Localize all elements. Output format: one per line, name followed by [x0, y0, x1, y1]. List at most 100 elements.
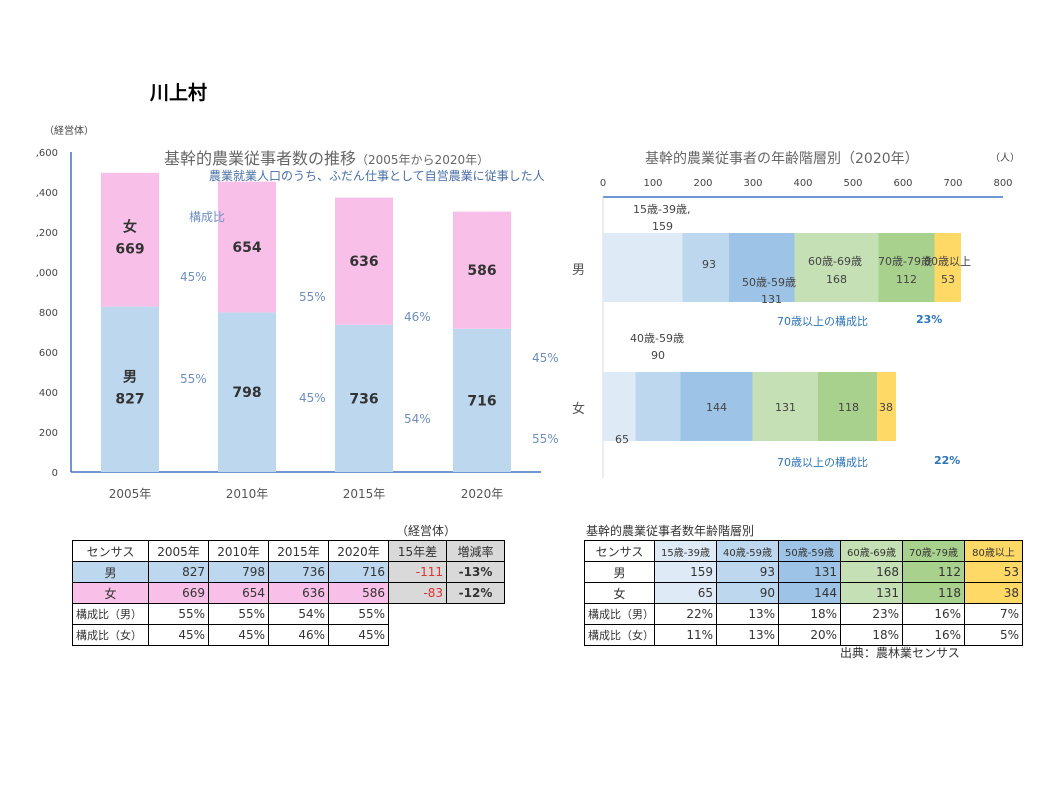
- row-label: 構成比（男）: [584, 603, 655, 625]
- table-header-row: センサス 2005年 2010年 2015年 2020年 15年差 増減率: [72, 540, 505, 562]
- cell: 18%: [778, 603, 841, 625]
- annotation-female-label: 70歳以上の構成比: [777, 456, 868, 469]
- cell: 13%: [716, 624, 779, 646]
- cell: 798: [208, 561, 269, 583]
- series-label: 男: [123, 369, 137, 385]
- label-m3: 60歳-69歳: [808, 255, 862, 268]
- data-label: 586: [467, 263, 496, 279]
- data-label: 636: [349, 254, 378, 270]
- share-male-2015: 54%: [404, 412, 431, 426]
- bar-male: [218, 312, 276, 472]
- header-cell: 70歳-79歳: [902, 540, 965, 562]
- header-cell: センサス: [72, 540, 149, 562]
- table-row: 男 159 93 131 168 112 53: [584, 561, 1023, 583]
- cell: 53: [964, 561, 1023, 583]
- value-m3: 168: [826, 273, 847, 286]
- table-row: 構成比（女） 11% 13% 20% 18% 16% 5%: [584, 624, 1023, 646]
- value-m5: 53: [941, 273, 955, 286]
- value-m4: 112: [896, 273, 917, 286]
- x-tick-label: 600: [893, 178, 912, 189]
- cell: 18%: [840, 624, 903, 646]
- label-f1: 40歳-59歳: [630, 332, 684, 345]
- cell: 131: [778, 561, 841, 583]
- share-male-2020: 55%: [532, 432, 559, 446]
- cell: 159: [654, 561, 717, 583]
- annotation-male-value: 23%: [916, 313, 943, 326]
- label-m2: 50歳-59歳: [742, 276, 796, 289]
- header-cell: 2015年: [268, 540, 329, 562]
- cell: 93: [716, 561, 779, 583]
- bar-segment: [934, 233, 961, 302]
- bar-segment: [682, 233, 729, 302]
- cell: 716: [328, 561, 389, 583]
- cell: 23%: [840, 603, 903, 625]
- bar-segment: [878, 233, 935, 302]
- chart1-title: 基幹的農業従事者数の推移（2005年から2020年）: [164, 145, 489, 169]
- share-female-2005: 45%: [180, 270, 207, 284]
- cell: 16%: [902, 624, 965, 646]
- bar-segment: [794, 233, 879, 302]
- row-label: 構成比（男）: [72, 603, 149, 625]
- x-tick-label: 400: [793, 178, 812, 189]
- empty-cell: [447, 604, 505, 625]
- bar-male: [335, 324, 393, 472]
- cell: 22%: [654, 603, 717, 625]
- y-tick-label: 400: [39, 388, 58, 399]
- chart2-unit: （人）: [990, 153, 1020, 164]
- cell: 55%: [148, 603, 209, 625]
- cell: 636: [268, 582, 329, 604]
- y-tick-label: 200: [39, 428, 58, 439]
- cell: 20%: [778, 624, 841, 646]
- cell: -13%: [446, 561, 505, 583]
- cell: 46%: [268, 624, 329, 646]
- cell: 90: [716, 582, 779, 604]
- cell: 654: [208, 582, 269, 604]
- row-label: 男: [584, 561, 655, 583]
- table1-unit: （経営体）: [396, 524, 457, 538]
- table-row: 構成比（男） 22% 13% 18% 23% 16% 7%: [584, 603, 1023, 625]
- cell: 7%: [964, 603, 1023, 625]
- bar-segment: [635, 372, 681, 441]
- bar-segment: [603, 233, 683, 302]
- bar-segment: [603, 372, 636, 441]
- value-m0: 159: [652, 220, 673, 233]
- chart1-title-suffix: （2005年から2020年）: [356, 153, 490, 167]
- x-tick-label: 500: [843, 178, 862, 189]
- header-cell: 増減率: [446, 540, 505, 562]
- y-tick-label: ,600: [36, 148, 58, 159]
- label-m4: 70歳-79歳: [878, 255, 932, 268]
- chart1-title-text: 基幹的農業従事者数の推移: [164, 149, 357, 168]
- table-row: 男 827 798 736 716 -111 -13%: [72, 561, 505, 583]
- cell: 13%: [716, 603, 779, 625]
- cell: 55%: [208, 603, 269, 625]
- y-tick-label: 600: [39, 348, 58, 359]
- value-f2: 144: [706, 401, 727, 414]
- share-female-2020: 45%: [532, 351, 559, 365]
- share-male-2005: 55%: [180, 372, 207, 386]
- table-row: 構成比（男） 55% 55% 54% 55%: [72, 603, 505, 625]
- category-male: 男: [572, 263, 586, 278]
- label-m0: 15歳-39歳,: [633, 203, 691, 216]
- header-cell: 50歳-59歳: [778, 540, 841, 562]
- header-cell: 15歳-39歳: [654, 540, 717, 562]
- bar-segment: [877, 372, 896, 441]
- header-cell: 2010年: [208, 540, 269, 562]
- x-tick-label: 2020年: [461, 487, 504, 501]
- cell: 11%: [654, 624, 717, 646]
- data-label: 827: [115, 391, 144, 407]
- bar-male: [453, 328, 511, 472]
- cell: -83: [388, 582, 447, 604]
- cell: 54%: [268, 603, 329, 625]
- x-tick-label: 2010年: [226, 487, 269, 501]
- header-cell: 80歳以上: [964, 540, 1023, 562]
- value-f3: 131: [775, 401, 796, 414]
- cell: 144: [778, 582, 841, 604]
- chart2-title: 基幹的農業従事者の年齢階層別（2020年）: [645, 151, 919, 167]
- chart1-subtitle: 農業就業人口のうち、ふだん仕事として自営農業に従事した人: [209, 169, 545, 183]
- share-female-2010: 45%: [299, 391, 326, 405]
- y-tick-label: 800: [39, 308, 58, 319]
- table-header-row: センサス 15歳-39歳 40歳-59歳 50歳-59歳 60歳-69歳 70歳-79歳 8…: [584, 540, 1023, 562]
- x-tick-label: 200: [693, 178, 712, 189]
- cell: -111: [388, 561, 447, 583]
